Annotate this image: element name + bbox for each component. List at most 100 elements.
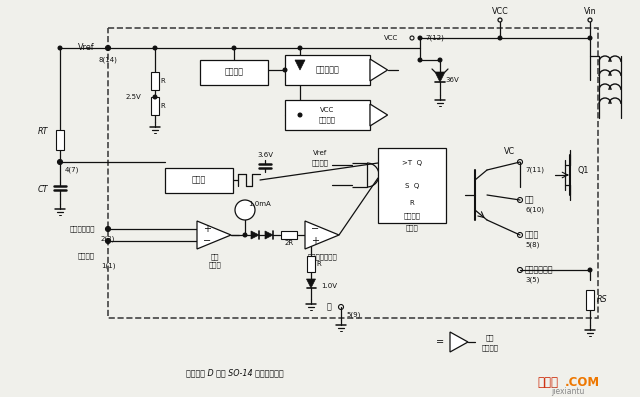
Polygon shape	[370, 59, 388, 81]
Text: 4(7): 4(7)	[65, 167, 79, 173]
Circle shape	[106, 227, 110, 231]
Text: 1(1): 1(1)	[100, 263, 115, 269]
Text: +: +	[203, 224, 211, 234]
Text: R: R	[317, 261, 321, 267]
Bar	[586, 290, 594, 310]
Text: 误差: 误差	[211, 254, 220, 260]
Text: RT: RT	[38, 127, 48, 137]
Text: CT: CT	[38, 185, 48, 195]
Text: Q1: Q1	[577, 166, 589, 175]
Circle shape	[58, 46, 62, 50]
Polygon shape	[305, 221, 339, 249]
Text: −: −	[311, 224, 319, 234]
Text: R: R	[161, 103, 165, 109]
Bar	[151, 72, 159, 90]
Circle shape	[418, 36, 422, 40]
Text: −: −	[203, 236, 211, 246]
Text: 2R: 2R	[284, 240, 294, 246]
Bar	[56, 130, 64, 150]
Text: 3(5): 3(5)	[525, 277, 540, 283]
Circle shape	[58, 160, 62, 164]
Polygon shape	[295, 60, 305, 70]
Text: 电流取样输入: 电流取样输入	[525, 266, 554, 274]
Text: 3.6V: 3.6V	[257, 152, 273, 158]
Bar	[200, 60, 268, 85]
Bar	[108, 28, 598, 318]
Text: VCC: VCC	[384, 35, 398, 41]
Bar	[378, 148, 446, 223]
Text: 电流取样比较器: 电流取样比较器	[308, 254, 338, 260]
Circle shape	[235, 200, 255, 220]
Text: Vref: Vref	[78, 44, 95, 52]
Text: +: +	[311, 236, 319, 246]
Text: 参考稳压器: 参考稳压器	[315, 66, 339, 75]
Polygon shape	[435, 72, 445, 82]
Circle shape	[298, 46, 302, 50]
Polygon shape	[265, 231, 273, 239]
Text: >T  Q: >T Q	[402, 160, 422, 166]
Text: 5(8): 5(8)	[525, 242, 540, 248]
Text: 电源地: 电源地	[525, 231, 540, 239]
Bar	[165, 168, 233, 193]
Text: 7(12): 7(12)	[425, 35, 444, 41]
Circle shape	[283, 68, 287, 72]
Bar	[285, 100, 370, 130]
Circle shape	[418, 58, 422, 62]
Text: 欠压锁定: 欠压锁定	[312, 160, 328, 166]
Circle shape	[232, 46, 236, 50]
Bar	[307, 256, 315, 272]
Text: 地: 地	[326, 303, 331, 312]
Circle shape	[298, 113, 302, 117]
Circle shape	[153, 95, 157, 99]
Text: 1.0mA: 1.0mA	[248, 201, 271, 207]
Circle shape	[106, 46, 110, 50]
Bar	[151, 97, 159, 115]
Text: VCC: VCC	[492, 6, 508, 15]
Bar	[281, 231, 297, 239]
Text: 脉宽调制: 脉宽调制	[403, 213, 420, 219]
Text: 电压反馈输入: 电压反馈输入	[70, 226, 95, 232]
Text: 输出: 输出	[525, 195, 534, 204]
Text: .COM: .COM	[564, 376, 600, 389]
Text: VCC: VCC	[320, 107, 334, 113]
Polygon shape	[307, 279, 316, 288]
Circle shape	[243, 233, 247, 237]
Text: 6(10): 6(10)	[525, 207, 544, 213]
Text: 输出补偿: 输出补偿	[78, 253, 95, 259]
Text: 正真逻辑: 正真逻辑	[481, 345, 499, 351]
Text: 括号内是 D 后缀 SO-14 封装的管脚号: 括号内是 D 后缀 SO-14 封装的管脚号	[186, 368, 284, 378]
Text: R: R	[410, 200, 414, 206]
Text: 锁存器: 锁存器	[406, 225, 419, 231]
Text: 接线图: 接线图	[538, 376, 559, 389]
Text: 2(3): 2(3)	[101, 236, 115, 242]
Text: 1.0V: 1.0V	[321, 283, 337, 289]
Polygon shape	[370, 104, 388, 126]
Text: 36V: 36V	[445, 77, 459, 83]
Text: 仅灌: 仅灌	[486, 335, 494, 341]
Polygon shape	[450, 332, 468, 352]
Text: 7(11): 7(11)	[525, 167, 544, 173]
Text: RS: RS	[596, 295, 607, 304]
Circle shape	[588, 36, 592, 40]
Text: 放大器: 放大器	[209, 262, 221, 268]
Circle shape	[153, 46, 157, 50]
Circle shape	[106, 239, 110, 243]
Text: 欠压锁定: 欠压锁定	[319, 117, 335, 123]
Text: 内部偏置: 内部偏置	[225, 67, 243, 77]
Circle shape	[438, 58, 442, 62]
Text: jiexiantu: jiexiantu	[551, 387, 585, 395]
Text: 2.5V: 2.5V	[125, 94, 141, 100]
Circle shape	[588, 268, 592, 272]
Text: R: R	[161, 78, 165, 84]
Text: 5(9): 5(9)	[346, 312, 360, 318]
Polygon shape	[251, 231, 259, 239]
Bar	[285, 55, 370, 85]
Text: 振荡器: 振荡器	[192, 175, 206, 185]
Text: Vin: Vin	[584, 6, 596, 15]
Circle shape	[498, 36, 502, 40]
Text: VC: VC	[504, 148, 515, 156]
Text: Vref: Vref	[313, 150, 327, 156]
Text: =: =	[436, 337, 444, 347]
Polygon shape	[197, 221, 231, 249]
Text: 8(14): 8(14)	[99, 57, 117, 63]
